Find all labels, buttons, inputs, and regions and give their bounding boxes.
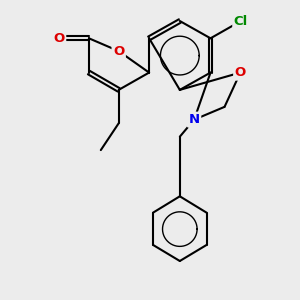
Text: N: N	[189, 113, 200, 126]
Text: O: O	[235, 66, 246, 79]
Text: Cl: Cl	[234, 14, 248, 28]
Text: O: O	[113, 45, 124, 58]
Text: O: O	[53, 32, 65, 45]
